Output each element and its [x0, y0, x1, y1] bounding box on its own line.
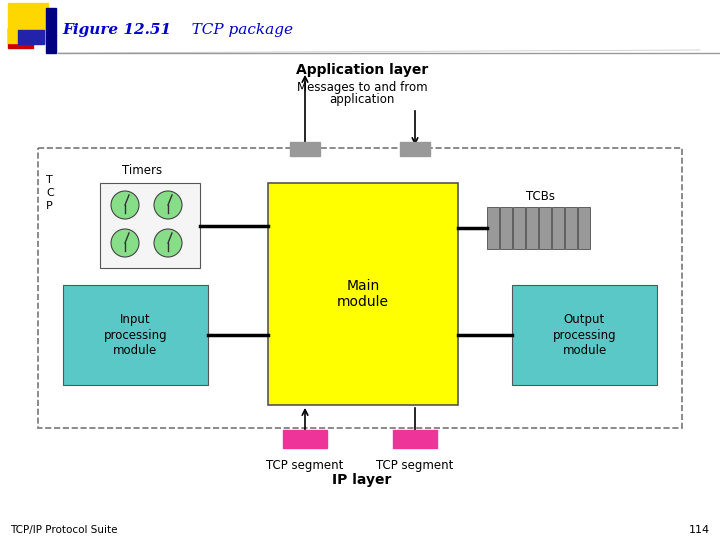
Bar — [8, 28, 33, 48]
Text: Main
module: Main module — [337, 279, 389, 309]
Text: Input
processing
module: Input processing module — [104, 314, 167, 356]
Bar — [268, 183, 458, 405]
Bar — [18, 30, 44, 44]
Bar — [500, 207, 512, 249]
Bar — [565, 207, 577, 249]
Circle shape — [154, 229, 182, 257]
Circle shape — [154, 191, 182, 219]
Bar — [393, 430, 437, 448]
Bar — [552, 207, 564, 249]
Bar — [539, 207, 551, 249]
Bar — [100, 183, 200, 268]
Circle shape — [111, 191, 139, 219]
Text: Messages to and from: Messages to and from — [297, 82, 427, 94]
Bar — [512, 285, 657, 385]
Text: TCP package: TCP package — [177, 23, 293, 37]
Text: TCP segment: TCP segment — [377, 458, 454, 471]
Bar — [513, 207, 525, 249]
Bar — [46, 8, 56, 53]
Bar — [578, 207, 590, 249]
Bar — [526, 207, 538, 249]
Bar — [487, 207, 499, 249]
Text: TCP/IP Protocol Suite: TCP/IP Protocol Suite — [10, 525, 117, 535]
Bar — [63, 285, 208, 385]
Text: IP layer: IP layer — [333, 473, 392, 487]
Text: TCBs: TCBs — [526, 190, 556, 202]
Bar — [8, 3, 48, 43]
Circle shape — [111, 229, 139, 257]
Bar — [283, 430, 327, 448]
Text: TCP segment: TCP segment — [266, 458, 343, 471]
Text: Figure 12.51: Figure 12.51 — [62, 23, 171, 37]
Bar — [400, 142, 430, 156]
Text: Output
processing
module: Output processing module — [553, 314, 616, 356]
Text: Timers: Timers — [122, 165, 162, 178]
Text: Application layer: Application layer — [296, 63, 428, 77]
Bar — [38, 148, 682, 428]
Bar — [290, 142, 320, 156]
Text: T
C
P: T C P — [46, 175, 54, 211]
Text: 114: 114 — [689, 525, 710, 535]
Text: application: application — [329, 93, 395, 106]
